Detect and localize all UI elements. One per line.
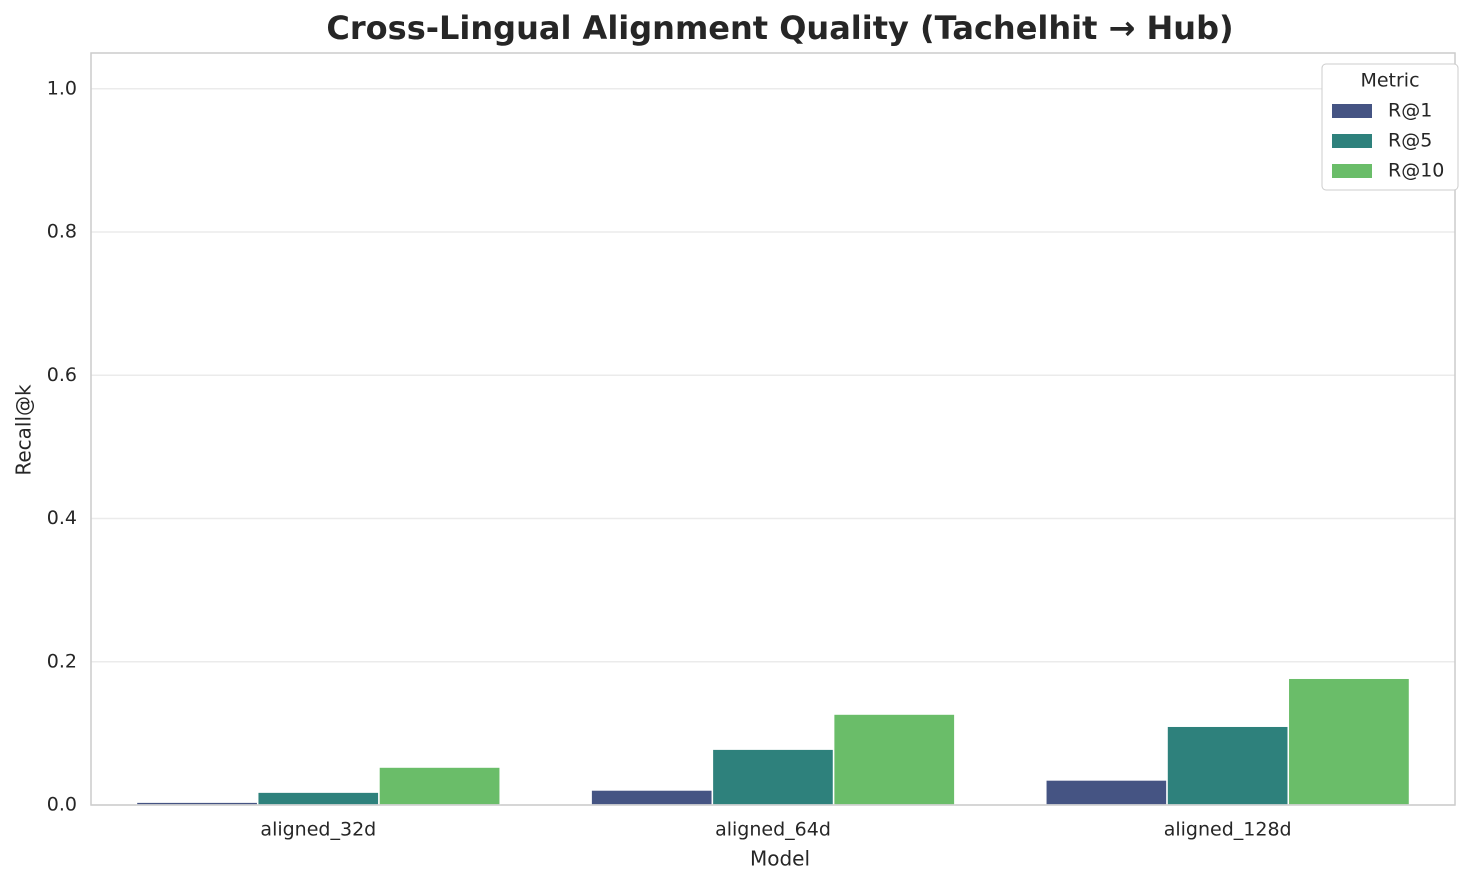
bar xyxy=(832,713,956,806)
bar xyxy=(1045,779,1168,806)
chart-title: Cross-Lingual Alignment Quality (Tachelh… xyxy=(326,9,1233,47)
legend-swatch xyxy=(1332,164,1372,178)
x-tick-label: aligned_128d xyxy=(1164,819,1292,841)
legend-label: R@1 xyxy=(1388,100,1432,122)
y-tick-label: 0.0 xyxy=(47,794,77,816)
y-tick-label: 1.0 xyxy=(47,77,77,99)
bar xyxy=(590,789,714,806)
x-axis-label: Model xyxy=(750,847,810,871)
y-tick-label: 0.6 xyxy=(47,364,77,386)
legend-label: R@5 xyxy=(1388,130,1432,152)
plot-frame xyxy=(90,52,1456,806)
bar xyxy=(256,791,380,806)
x-tick-label: aligned_64d xyxy=(715,819,831,841)
legend-swatch xyxy=(1332,134,1372,148)
legend-label: R@10 xyxy=(1388,160,1444,182)
legend-swatch xyxy=(1332,104,1372,118)
y-axis-label: Recall@k xyxy=(12,384,36,476)
y-tick-label: 0.8 xyxy=(47,221,77,243)
bar xyxy=(1166,725,1290,806)
y-tick-label: 0.4 xyxy=(47,507,77,529)
bar xyxy=(711,748,835,806)
legend-title: Metric xyxy=(1360,70,1419,92)
y-tick-label: 0.2 xyxy=(47,650,77,672)
bar xyxy=(378,766,501,806)
x-tick-label: aligned_32d xyxy=(260,819,376,841)
legend-box xyxy=(1321,63,1459,191)
bar xyxy=(1287,677,1411,806)
